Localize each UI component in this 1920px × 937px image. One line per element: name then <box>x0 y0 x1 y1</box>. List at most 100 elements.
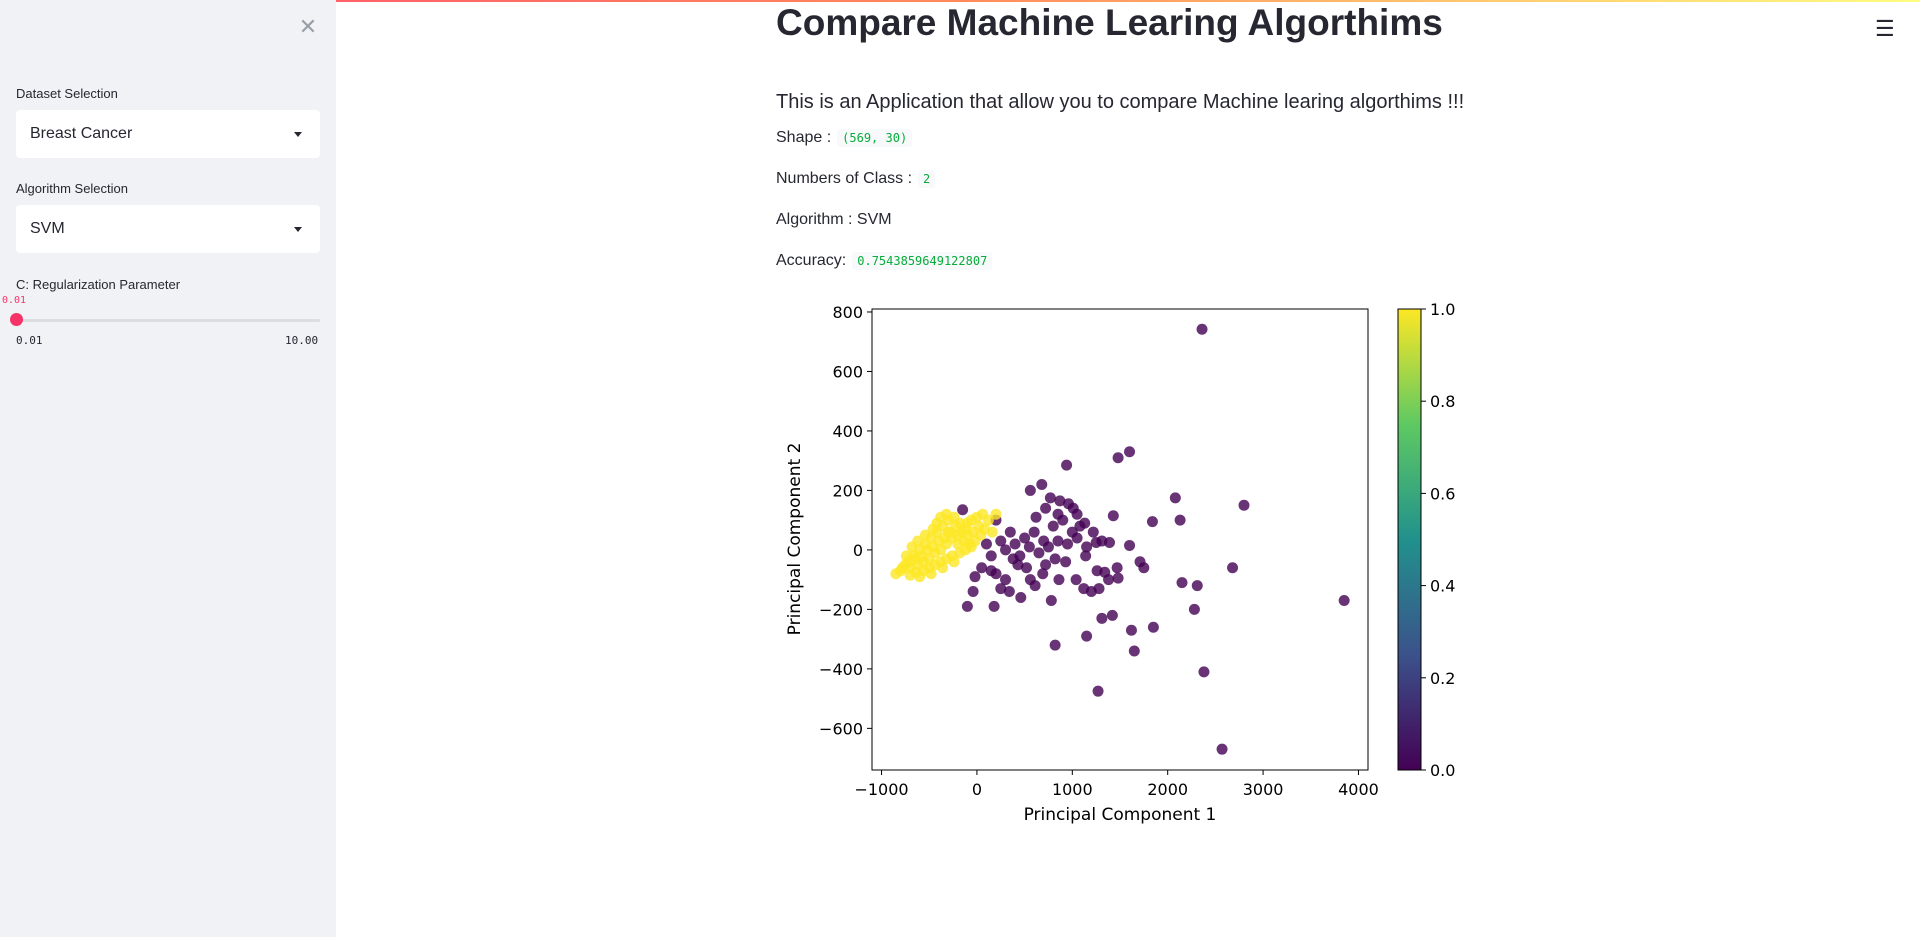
data-point-class-0 <box>1071 508 1083 520</box>
colorbar <box>1397 308 1422 771</box>
data-point-class-0 <box>1049 639 1061 651</box>
data-point-class-0 <box>1169 492 1181 504</box>
data-point-class-0 <box>957 504 969 516</box>
data-point-class-0 <box>1146 516 1158 528</box>
data-point-class-0 <box>1036 478 1048 490</box>
data-point-class-0 <box>1124 539 1136 551</box>
data-point-class-0 <box>1054 495 1066 507</box>
data-point-class-0 <box>1138 562 1150 574</box>
data-point-class-0 <box>1028 526 1040 538</box>
data-point-class-0 <box>1009 538 1021 550</box>
colorbar-tick-label: 0.6 <box>1430 484 1455 503</box>
data-point-class-0 <box>1000 544 1012 556</box>
close-icon[interactable]: ✕ <box>298 14 318 39</box>
y-tick-label: 800 <box>832 303 863 322</box>
intro-text: This is an Application that allow you to… <box>776 91 1465 113</box>
data-point-class-1 <box>942 526 954 538</box>
slider-max-label: 10.00 <box>285 334 319 347</box>
data-point-class-0 <box>1033 547 1045 559</box>
data-point-class-0 <box>1042 541 1054 553</box>
y-tick-label: −600 <box>819 719 863 738</box>
data-point-class-0 <box>1196 323 1208 335</box>
colorbar-tick-label: 0.8 <box>1430 392 1455 411</box>
data-point-class-0 <box>1227 562 1239 574</box>
data-point-class-0 <box>995 583 1007 595</box>
data-point-class-1 <box>940 508 952 520</box>
algorithm-select[interactable]: SVM <box>16 205 320 253</box>
hamburger-menu-icon[interactable]: ☰ <box>1875 16 1895 41</box>
slider-thumb[interactable] <box>10 313 23 326</box>
colorbar-ticks: 0.0 0.2 0.4 0.6 0.8 1.0 <box>1421 300 1455 780</box>
shape-info: Shape : (569, 30) <box>776 129 913 147</box>
data-point-class-0 <box>1112 452 1124 464</box>
data-point-class-0 <box>1124 446 1136 458</box>
data-point-class-1 <box>912 535 924 547</box>
data-point-class-1 <box>919 529 931 541</box>
shape-value: (569, 30) <box>837 129 913 147</box>
data-point-class-1 <box>948 556 960 568</box>
y-tick-label: 400 <box>832 422 863 441</box>
data-point-class-0 <box>1019 532 1031 544</box>
plot-frame <box>871 308 1369 771</box>
data-point-class-0 <box>1007 553 1019 565</box>
data-point-class-0 <box>1112 572 1124 584</box>
data-point-class-0 <box>1188 603 1200 615</box>
accuracy-value: 0.7543859649122807 <box>852 252 993 270</box>
data-point-class-0 <box>1103 574 1115 586</box>
data-point-class-0 <box>1029 580 1041 592</box>
data-point-class-0 <box>1040 502 1052 514</box>
classes-label: Numbers of Class : <box>776 170 913 187</box>
data-point-class-0 <box>995 535 1007 547</box>
slider-track[interactable] <box>16 319 320 322</box>
data-point-class-0 <box>1176 577 1188 589</box>
chevron-down-icon <box>294 132 302 137</box>
data-point-class-0 <box>1111 562 1123 574</box>
data-point-class-0 <box>1087 526 1099 538</box>
data-point-class-1 <box>982 514 994 526</box>
data-point-class-0 <box>1052 535 1064 547</box>
data-point-class-0 <box>1003 586 1015 598</box>
data-point-class-0 <box>1216 743 1228 755</box>
data-point-class-0 <box>1047 520 1059 532</box>
data-point-class-1 <box>914 571 926 583</box>
y-tick-label: 200 <box>832 481 863 500</box>
data-point-class-0 <box>1090 536 1102 548</box>
data-point-class-0 <box>1023 541 1035 553</box>
x-tick-label: 4000 <box>1338 780 1379 799</box>
accuracy-info: Accuracy: 0.7543859649122807 <box>776 252 993 270</box>
data-point-class-0 <box>1060 556 1072 568</box>
data-point-class-1 <box>952 538 964 550</box>
data-point-class-0 <box>1044 492 1056 504</box>
data-point-class-0 <box>1015 591 1027 603</box>
data-point-class-0 <box>1053 574 1065 586</box>
data-point-class-0 <box>1106 609 1118 621</box>
y-tick-label: 600 <box>832 362 863 381</box>
y-tick-label: −200 <box>819 600 863 619</box>
data-point-class-0 <box>1125 624 1137 636</box>
data-point-class-1 <box>900 550 912 562</box>
data-point-class-0 <box>1096 612 1108 624</box>
data-point-class-0 <box>1107 510 1119 522</box>
dataset-selection-label: Dataset Selection <box>16 86 118 101</box>
data-point-class-0 <box>1081 541 1093 553</box>
top-decoration-stripe <box>0 0 1920 2</box>
data-point-class-0 <box>985 565 997 577</box>
data-point-class-0 <box>1070 574 1082 586</box>
data-point-class-0 <box>1093 583 1105 595</box>
data-point-class-0 <box>1004 526 1016 538</box>
colorbar-tick-label: 0.0 <box>1430 761 1455 780</box>
x-tick-label: 3000 <box>1243 780 1284 799</box>
dataset-select[interactable]: Breast Cancer <box>16 110 320 158</box>
data-point-class-1 <box>961 517 973 529</box>
data-point-class-0 <box>1030 511 1042 523</box>
data-point-class-0 <box>988 600 1000 612</box>
data-point-class-0 <box>1338 594 1350 606</box>
data-point-class-0 <box>1062 538 1074 550</box>
data-point-class-0 <box>1000 574 1012 586</box>
data-point-class-0 <box>1049 553 1061 565</box>
data-point-class-0 <box>1074 520 1086 532</box>
data-point-class-0 <box>985 550 997 562</box>
data-point-class-0 <box>961 600 973 612</box>
data-point-class-1 <box>927 523 939 535</box>
data-point-class-0 <box>1061 459 1073 471</box>
